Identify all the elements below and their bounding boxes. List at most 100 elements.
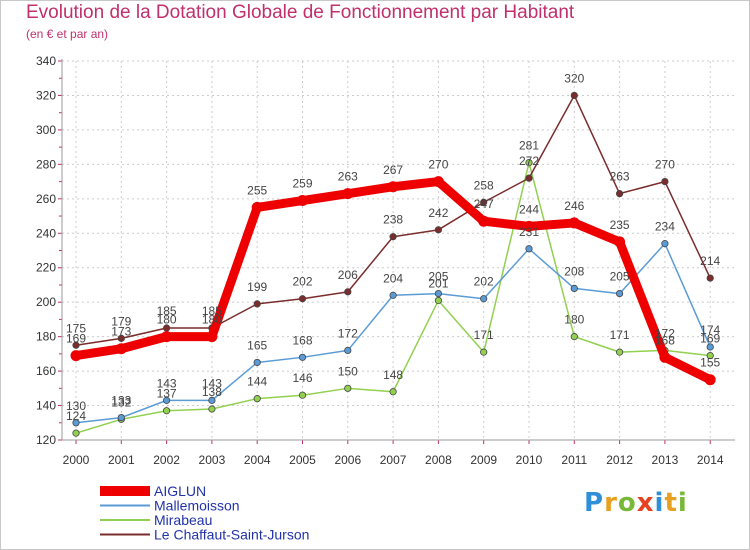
- data-point: [298, 353, 307, 361]
- data-point: [208, 396, 216, 404]
- data-label: 172: [338, 326, 358, 340]
- data-point: [117, 414, 125, 422]
- logo-letter: P: [584, 488, 605, 518]
- data-label: 199: [247, 280, 267, 294]
- data-point: [163, 407, 171, 415]
- data-label: 143: [202, 376, 222, 390]
- x-tick-label: 2004: [244, 453, 271, 467]
- y-axis: 120 140 160 180 200 220 240 260 280 300 320 340: [36, 54, 63, 447]
- data-label: 246: [564, 199, 584, 213]
- data-label: 137: [157, 387, 177, 401]
- data-label: 130: [66, 399, 86, 413]
- data-point: [117, 334, 125, 342]
- data-label: 202: [474, 275, 494, 289]
- data-point: [706, 343, 714, 351]
- data-point: [525, 245, 533, 253]
- data-label: 150: [338, 364, 358, 378]
- x-tick-label: 2008: [425, 453, 452, 467]
- data-point: [208, 405, 216, 413]
- data-label: 201: [428, 276, 448, 290]
- data-label: 138: [202, 385, 222, 399]
- gridlines: [62, 60, 735, 440]
- data-label: 171: [610, 328, 630, 342]
- data-label: 259: [292, 177, 312, 191]
- data-point: [706, 274, 714, 282]
- x-tick-label: 2000: [63, 453, 90, 467]
- data-point: [661, 240, 669, 248]
- data-label: 180: [202, 313, 222, 327]
- legend-label: Le Chaffaut-Saint-Jurson: [154, 527, 309, 543]
- data-point: [72, 341, 80, 349]
- y-tick-label: 220: [36, 261, 56, 275]
- data-point: [661, 177, 669, 186]
- data-label: 172: [655, 326, 675, 340]
- data-point: [480, 348, 488, 356]
- data-point: [432, 176, 444, 188]
- x-axis: 2000 2001 2002 2003 2004 2005 2006 2007 2008 2009…: [62, 439, 735, 467]
- data-point: [615, 190, 624, 198]
- data-label: 238: [383, 213, 403, 227]
- y-tick-label: 240: [36, 226, 56, 240]
- data-label: 169: [700, 332, 720, 346]
- logo-letter: i: [654, 488, 665, 518]
- chart-title: Evolution de la Dotation Globale de Fonc…: [26, 2, 575, 23]
- data-label: 185: [157, 304, 177, 318]
- logo-letter: t: [664, 488, 678, 518]
- data-point: [72, 419, 80, 427]
- data-label: 242: [428, 206, 448, 220]
- x-tick-label: 2005: [289, 453, 316, 467]
- data-label: 155: [700, 356, 720, 370]
- data-point: [389, 233, 397, 241]
- y-tick-label: 200: [36, 295, 56, 309]
- data-label: 148: [383, 368, 403, 382]
- data-label: 231: [519, 225, 539, 239]
- data-point: [253, 358, 261, 367]
- y-tick-label: 320: [36, 88, 56, 102]
- data-label: 258: [474, 178, 494, 192]
- data-point: [387, 181, 399, 193]
- x-tick-label: 2007: [380, 453, 407, 467]
- data-point: [434, 296, 442, 305]
- logo-letter: o: [617, 488, 637, 518]
- data-point: [163, 396, 171, 404]
- y-tick-label: 280: [36, 157, 56, 171]
- legend-label: Mallemoisson: [154, 498, 240, 514]
- data-label: 180: [564, 313, 584, 327]
- y-tick-label: 180: [36, 330, 56, 344]
- data-label: 143: [157, 376, 177, 390]
- data-point: [389, 291, 397, 299]
- y-tick-label: 120: [36, 433, 56, 447]
- data-label: 235: [610, 218, 630, 232]
- data-label: 169: [66, 332, 86, 346]
- proxiti-logo: Proxiti: [584, 488, 688, 518]
- data-labels: 124 132 137 138 144 146 150 148 201 171 281 180 171 1…: [66, 71, 721, 423]
- x-tick-label: 2006: [334, 453, 361, 467]
- data-label: 267: [383, 163, 403, 177]
- data-point: [344, 288, 352, 296]
- data-point: [570, 333, 578, 341]
- data-label: 281: [519, 139, 539, 153]
- data-point: [297, 195, 308, 207]
- data-label: 272: [519, 154, 539, 168]
- data-point: [570, 91, 578, 100]
- data-point: [704, 374, 716, 386]
- x-tick-label: 2003: [199, 453, 226, 467]
- data-point: [251, 201, 263, 213]
- data-point: [70, 350, 82, 362]
- x-tick-label: 2014: [697, 453, 724, 467]
- data-point: [344, 384, 352, 392]
- data-label: 168: [655, 333, 675, 347]
- logo-letter: x: [636, 488, 655, 518]
- data-point: [523, 220, 535, 232]
- x-tick-label: 2002: [153, 453, 180, 467]
- data-label: 202: [292, 275, 312, 289]
- chart-subtitle: (en € et par an): [26, 27, 109, 41]
- data-point: [434, 226, 442, 234]
- data-label: 263: [610, 170, 630, 184]
- y-tick-label: 300: [36, 123, 56, 137]
- x-tick-label: 2012: [606, 453, 633, 467]
- data-point: [478, 215, 490, 227]
- data-label: 185: [202, 304, 222, 318]
- data-label: 180: [157, 313, 177, 327]
